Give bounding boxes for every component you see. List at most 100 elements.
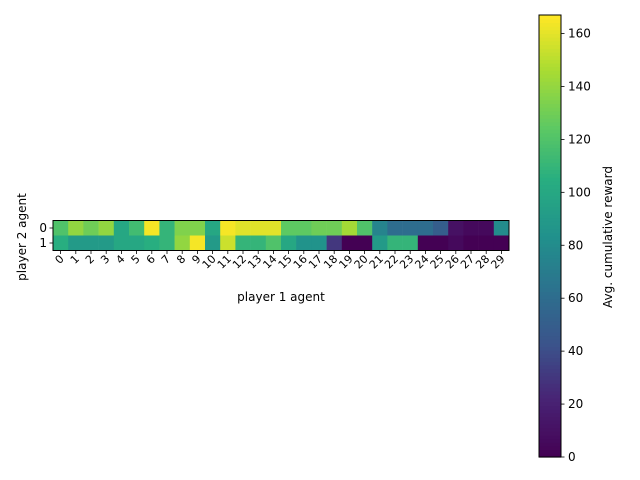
colorbar-band <box>539 298 561 303</box>
colorbar-band <box>539 158 561 163</box>
colorbar-band <box>539 55 561 60</box>
colorbar-band <box>539 239 561 244</box>
colorbar-band <box>539 173 561 178</box>
heatmap-cell <box>311 235 327 251</box>
colorbar-tick-label: 100 <box>568 185 591 199</box>
colorbar-band <box>539 342 561 348</box>
colorbar-tick-label: 60 <box>568 291 583 305</box>
colorbar-band <box>539 228 561 233</box>
heatmap-cell <box>326 220 343 236</box>
colorbar-band <box>539 191 561 197</box>
colorbar-band <box>539 136 561 141</box>
colorbar-band <box>539 114 561 119</box>
colorbar-band <box>539 283 561 289</box>
colorbar-band <box>539 302 561 307</box>
heatmap-cell <box>296 220 312 236</box>
heatmap-cell <box>493 220 510 236</box>
colorbar-band <box>539 236 561 241</box>
colorbar-band <box>539 364 561 370</box>
colorbar-band <box>539 77 561 82</box>
x-tick-label: 5 <box>129 252 143 266</box>
colorbar-band <box>539 169 561 174</box>
colorbar-band <box>539 221 561 226</box>
heatmap-cell <box>129 235 145 251</box>
heatmap-cell <box>220 220 236 236</box>
x-tick-label: 29 <box>488 252 507 271</box>
colorbar-band <box>539 195 561 200</box>
heatmap-cell <box>250 220 267 236</box>
heatmap-cell <box>174 220 191 236</box>
colorbar-band <box>539 294 561 300</box>
colorbar-band <box>539 26 561 31</box>
heatmap-cell <box>220 235 236 251</box>
colorbar-band <box>539 427 561 432</box>
colorbar-band <box>539 217 561 222</box>
heatmap-cell <box>402 220 419 236</box>
colorbar-band <box>539 335 561 340</box>
colorbar-band <box>539 107 561 112</box>
colorbar-band <box>539 48 561 53</box>
colorbar-band <box>539 132 561 138</box>
colorbar-band <box>539 143 561 149</box>
heatmap-cell <box>205 235 221 251</box>
heatmap-cell <box>281 235 297 251</box>
colorbar-band <box>539 287 561 292</box>
colorbar-band <box>539 110 561 116</box>
heatmap-cell <box>159 220 175 236</box>
x-tick-label: 6 <box>144 252 158 266</box>
heatmap-cell <box>174 235 191 251</box>
colorbar-tick-label: 120 <box>568 132 591 146</box>
colorbar-band <box>539 166 561 171</box>
heatmap-cell <box>98 220 115 236</box>
colorbar-label: Avg. cumulative reward <box>601 166 615 308</box>
colorbar-band <box>539 398 561 403</box>
colorbar-band <box>539 379 561 384</box>
colorbar-band <box>539 445 561 451</box>
colorbar-band <box>539 409 561 414</box>
heatmap-cell <box>281 220 297 236</box>
heatmap-cell <box>463 235 479 251</box>
x-axis-label: player 1 agent <box>237 290 325 304</box>
colorbar-band <box>539 44 561 49</box>
colorbar-band <box>539 309 561 314</box>
colorbar-tick-label: 0 <box>568 450 576 464</box>
colorbar-band <box>539 324 561 329</box>
colorbar-tick-label: 40 <box>568 344 583 358</box>
colorbar-ticks: 0 20 40 60 80 100 120 140 160 <box>561 27 591 464</box>
colorbar-band <box>539 140 561 145</box>
x-tick-label: 4 <box>113 252 127 266</box>
x-tick-label: 0 <box>53 252 67 266</box>
y-axis-label: player 2 agent <box>15 193 29 281</box>
colorbar-band <box>539 438 561 443</box>
x-tick-label: 2 <box>83 252 97 266</box>
colorbar-band <box>539 151 561 156</box>
heatmap-frame <box>52 220 510 251</box>
colorbar-band <box>539 261 561 267</box>
colorbar-band <box>539 51 561 57</box>
colorbar-band <box>539 250 561 256</box>
heatmap-cell <box>478 220 495 236</box>
colorbar-band <box>539 368 561 373</box>
colorbar-band <box>539 18 561 23</box>
heatmap-cell <box>417 220 434 236</box>
heatmap-cell <box>113 235 130 251</box>
colorbar-band <box>539 147 561 152</box>
colorbar-band <box>539 280 561 285</box>
colorbar-band <box>539 387 561 392</box>
x-tick-label: 3 <box>98 252 112 266</box>
x-tick-label: 1 <box>68 252 82 266</box>
heatmap-cells <box>53 220 510 251</box>
heatmap-cell <box>387 220 403 236</box>
colorbar-band <box>539 202 561 208</box>
colorbar-band <box>539 390 561 395</box>
colorbar-band <box>539 37 561 42</box>
heatmap-cell <box>311 220 327 236</box>
colorbar-band <box>539 206 561 211</box>
heatmap-cell <box>144 235 160 251</box>
heatmap-cell <box>83 220 99 236</box>
heatmap-cell <box>235 220 251 236</box>
colorbar-band <box>539 232 561 237</box>
heatmap-cell <box>448 235 464 251</box>
heatmap-cell <box>372 235 388 251</box>
